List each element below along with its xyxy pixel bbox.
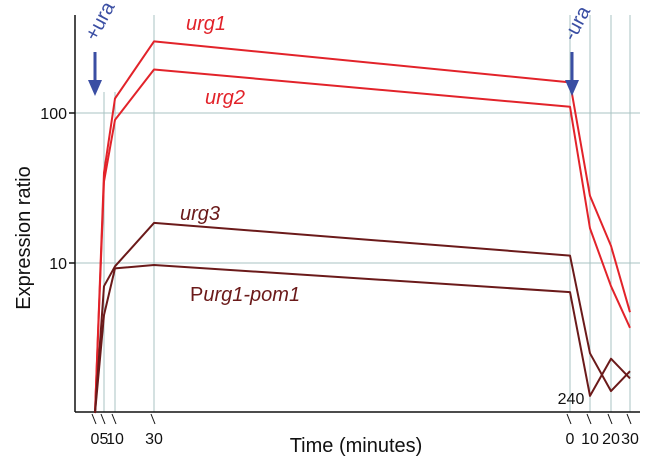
x-tick-mark <box>150 413 156 425</box>
arrow-head-icon <box>88 80 102 96</box>
series-label-urg1: urg1 <box>186 13 226 35</box>
series-label-urg3: urg3 <box>180 203 220 225</box>
x-tick-label: 10 <box>106 431 124 448</box>
series-label-purg1-pom1: Purg1-pom1 <box>190 284 300 306</box>
event-markers: +ura -ura <box>81 0 596 96</box>
extra-tick-label-240: 240 <box>558 391 585 408</box>
series-line-urg2 <box>94 68 631 414</box>
x-tick-mark <box>586 413 592 425</box>
x-tick-label: 10 <box>581 431 599 448</box>
y-tick-label: 10 <box>49 256 67 273</box>
axes <box>74 15 640 413</box>
series-label-urg2: urg2 <box>205 87 245 109</box>
x-tick-label: 5 <box>100 431 109 448</box>
series-line-urg1 <box>94 40 631 414</box>
series-labels: urg1 urg2 urg3 Purg1-pom1 <box>180 13 300 306</box>
series-line-urg3 <box>94 221 631 414</box>
series-line-purg1-pom1 <box>94 264 631 414</box>
x-tick-label: 0 <box>91 431 100 448</box>
series-lines <box>94 40 631 414</box>
y-axis-title: Expression ratio <box>13 166 35 309</box>
event-marker-plus-ura: +ura <box>81 0 120 96</box>
x-tick-label: 20 <box>602 431 620 448</box>
x-tick-mark <box>111 413 117 425</box>
grid-lines <box>75 15 640 412</box>
x-tick-label: 30 <box>145 431 163 448</box>
series-label-italic-part: urg1-pom1 <box>203 284 300 306</box>
x-tick-mark <box>566 413 572 425</box>
x-tick-mark <box>100 413 106 425</box>
arrow-head-icon <box>565 80 579 96</box>
x-tick-mark <box>626 413 632 425</box>
x-tick-label: 30 <box>621 431 639 448</box>
x-tick-mark <box>607 413 613 425</box>
y-tick-label: 100 <box>40 106 67 123</box>
series-label-prefix: P <box>190 284 203 306</box>
x-tick-label: 0 <box>566 431 575 448</box>
event-label: +ura <box>81 0 120 44</box>
x-axis-title: Time (minutes) <box>290 435 423 457</box>
x-tick-mark <box>91 413 97 425</box>
